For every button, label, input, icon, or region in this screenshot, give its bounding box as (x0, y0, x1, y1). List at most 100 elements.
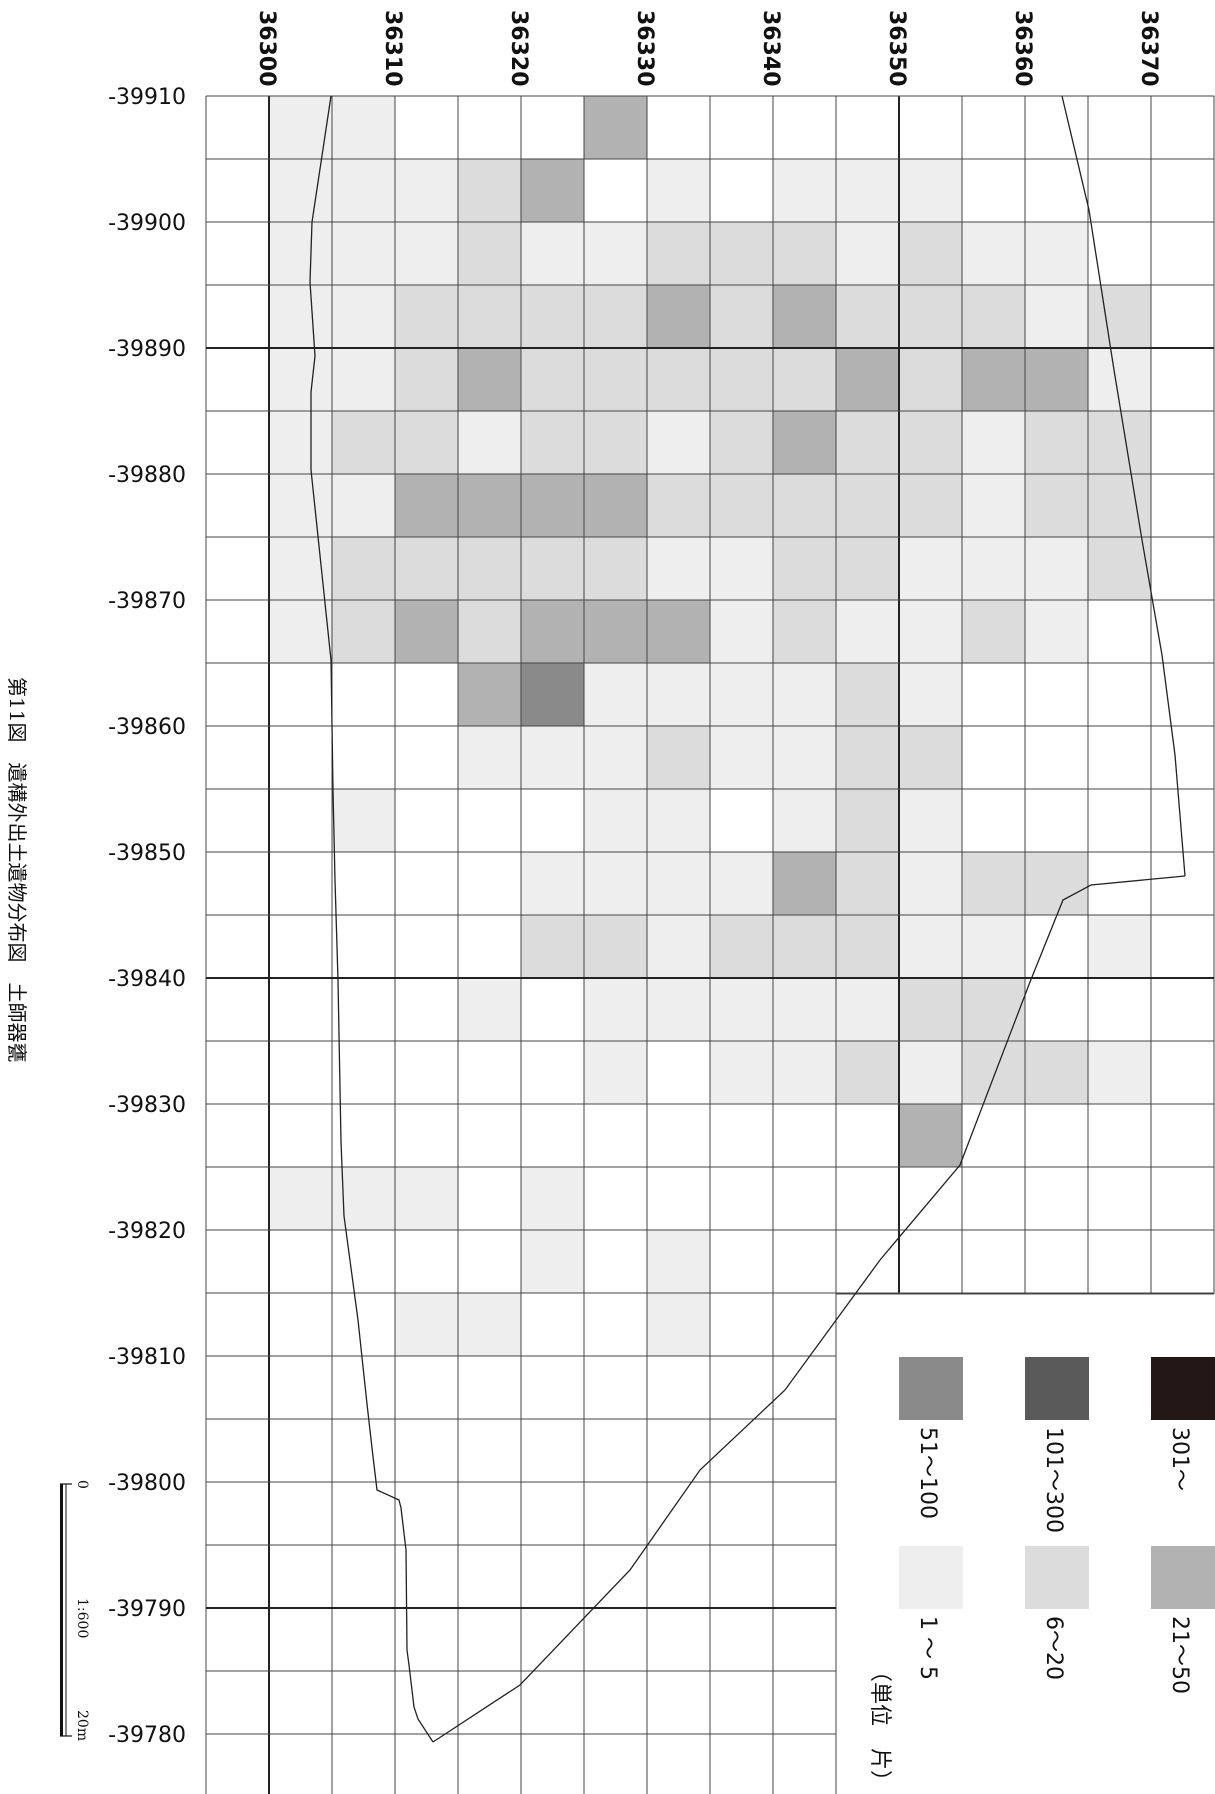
grid-cell (332, 159, 395, 222)
grid-cell (1088, 411, 1151, 474)
grid-cell (773, 915, 836, 978)
grid-cell (584, 852, 647, 915)
x-axis-label: 36300 (254, 10, 279, 87)
grid-cell (647, 537, 710, 600)
grid-cell (836, 726, 899, 789)
grid-cell (773, 159, 836, 222)
grid-cell (647, 411, 710, 474)
grid-cell (584, 96, 647, 159)
grid-cell (710, 537, 773, 600)
grid-cell (647, 285, 710, 348)
grid-cell (269, 159, 332, 222)
grid-cell (458, 663, 521, 726)
grid-cell (647, 1293, 710, 1356)
grid-cell (332, 1167, 395, 1230)
grid-cell (962, 222, 1025, 285)
grid-cell (710, 915, 773, 978)
grid-cell (647, 600, 710, 663)
grid-cell (710, 1041, 773, 1104)
grid-cell (962, 411, 1025, 474)
grid-cell (395, 1167, 458, 1230)
grid-cell (521, 411, 584, 474)
grid-cell (647, 978, 710, 1041)
grid-cell (521, 600, 584, 663)
grid-cell (458, 537, 521, 600)
x-axis-labels: 36300 36310 36320 36330 36340 36350 36360 36370 (254, 10, 1161, 87)
grid-cell (836, 915, 899, 978)
grid-cell (584, 348, 647, 411)
grid-cell (269, 96, 332, 159)
grid-cell (647, 663, 710, 726)
grid-cell (584, 222, 647, 285)
grid-cell (836, 600, 899, 663)
grid-cell (773, 600, 836, 663)
legend: 301～ 101～300 51～100 21～50 6～20 1 ～ 5 (899, 1357, 1215, 1694)
grid-cell (836, 159, 899, 222)
grid-cell (899, 159, 962, 222)
grid-cell (1088, 1041, 1151, 1104)
grid-cell (899, 726, 962, 789)
grid-cell (899, 411, 962, 474)
grid-cell (1025, 348, 1088, 411)
grid-cell (1025, 222, 1088, 285)
grid-cell (710, 474, 773, 537)
grid-cell (899, 1041, 962, 1104)
grid-cell (773, 348, 836, 411)
grid-cell (521, 537, 584, 600)
grid-cell (899, 285, 962, 348)
grid-cell (773, 978, 836, 1041)
grid-cell (1088, 537, 1151, 600)
grid-cell (899, 978, 962, 1041)
grid-cell (521, 474, 584, 537)
grid-cell (1025, 600, 1088, 663)
y-axis-label: -39840 (108, 967, 186, 992)
grid-cell (962, 852, 1025, 915)
scale-label-ratio: 1:600 (74, 1598, 90, 1638)
count-grid (269, 96, 1151, 1356)
grid-cell (395, 411, 458, 474)
grid-cell (458, 474, 521, 537)
grid-cell (521, 222, 584, 285)
grid-cell (521, 159, 584, 222)
grid-cell (710, 726, 773, 789)
grid-cell (269, 348, 332, 411)
x-axis-label: 36330 (632, 10, 657, 87)
x-axis-label: 36310 (380, 10, 405, 87)
grid-cell (899, 537, 962, 600)
boundary-line-west (309, 95, 434, 1743)
x-axis-label: 36350 (884, 10, 909, 87)
grid-cell (647, 1230, 710, 1293)
grid-cell (836, 474, 899, 537)
grid-cell (584, 537, 647, 600)
y-axis-label: -39910 (108, 85, 186, 110)
grid-cell (899, 222, 962, 285)
grid-cell (584, 789, 647, 852)
grid-cell (710, 978, 773, 1041)
grid-cell (521, 852, 584, 915)
grid-cell (1025, 285, 1088, 348)
grid-cell (521, 1167, 584, 1230)
grid-cell (458, 348, 521, 411)
y-axis-label: -39810 (108, 1345, 186, 1370)
grid-cell (521, 285, 584, 348)
legend-label: 6～20 (1041, 1616, 1066, 1680)
grid-cell (332, 285, 395, 348)
grid-cell (395, 537, 458, 600)
legend-swatch (1025, 1546, 1089, 1609)
grid-cell (710, 852, 773, 915)
grid-cell (836, 663, 899, 726)
grid-cell (710, 285, 773, 348)
grid-cell (1025, 474, 1088, 537)
grid-cell (773, 285, 836, 348)
legend-swatch (1025, 1357, 1089, 1420)
grid-cell (773, 222, 836, 285)
grid-cell (647, 726, 710, 789)
grid-cell (962, 915, 1025, 978)
grid-cell (458, 726, 521, 789)
grid-cell (458, 1293, 521, 1356)
grid-cell (1088, 474, 1151, 537)
boundary-line-south (432, 875, 1186, 1743)
grid-cell (899, 600, 962, 663)
grid-cell (332, 600, 395, 663)
